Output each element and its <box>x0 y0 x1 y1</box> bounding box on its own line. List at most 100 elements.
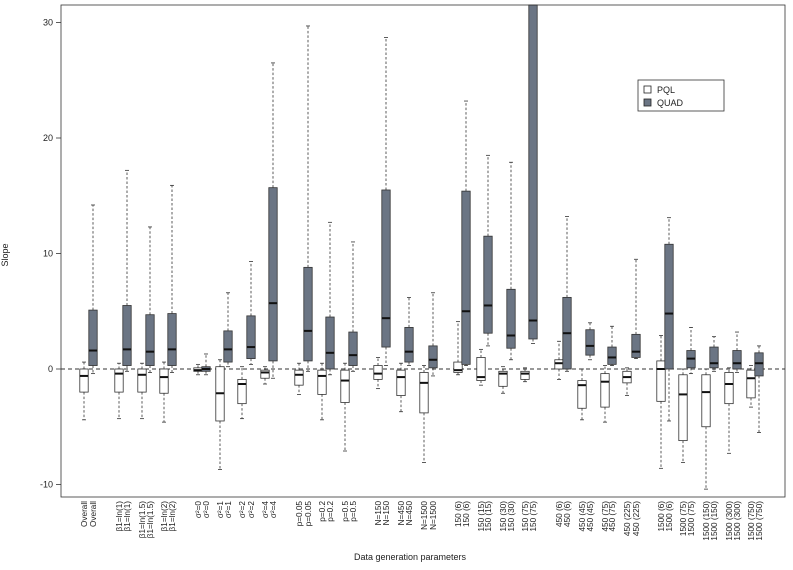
box-pql-14 <box>453 321 463 376</box>
x-tick-label: N=450 <box>405 501 414 526</box>
x-tick-label: 1500 (75) <box>679 501 688 536</box>
box-pql-12 <box>396 362 406 413</box>
iqr-box <box>724 372 734 405</box>
x-tick-label: σ²=1 <box>224 501 233 519</box>
iqr-box <box>476 357 486 381</box>
iqr-box <box>732 350 742 370</box>
box-quad-20 <box>607 325 617 366</box>
box-pql-5 <box>215 359 225 470</box>
iqr-box <box>453 361 463 373</box>
x-tick-label: N=1500 <box>429 501 438 530</box>
iqr-box <box>145 314 155 366</box>
legend: PQL QUAD <box>637 79 725 112</box>
y-tick-label: -10 <box>40 480 53 490</box>
box-pql-10 <box>340 362 350 452</box>
x-tick-label: β1=ln(1.5) <box>146 501 155 539</box>
box-quad-7 <box>268 62 278 379</box>
box-quad-26 <box>754 345 764 433</box>
iqr-box <box>607 346 617 365</box>
x-tick-label: Overall <box>89 501 98 527</box>
y-tick-label: 20 <box>43 133 53 143</box>
y-axis-label: Slope <box>0 243 10 266</box>
x-tick-label: 150 (75) <box>521 501 530 532</box>
x-tick-label: 150 (6) <box>454 501 463 527</box>
iqr-box <box>325 316 335 370</box>
box-quad-2 <box>145 226 155 373</box>
x-tick-label: 1500 (6) <box>665 501 674 532</box>
iqr-box <box>348 331 358 366</box>
legend-label-quad: QUAD <box>657 98 684 108</box>
iqr-box <box>746 369 756 399</box>
box-quad-23 <box>686 327 696 375</box>
box-pql-8 <box>294 362 304 395</box>
box-pql-4 <box>193 363 203 376</box>
iqr-box <box>528 4 538 340</box>
x-tick-label: 1500 (750) <box>755 501 764 541</box>
legend-swatch-pql <box>643 85 652 94</box>
iqr-box <box>577 380 587 409</box>
iqr-box <box>79 368 89 393</box>
x-tick-label: 450 (225) <box>623 501 632 536</box>
box-quad-8 <box>303 25 313 372</box>
x-tick-label: 450 (6) <box>555 501 564 527</box>
box-pql-2 <box>137 362 147 420</box>
box-pql-16 <box>498 366 508 394</box>
x-tick-label: 450 (225) <box>632 501 641 536</box>
box-quad-24 <box>709 336 719 372</box>
box-quad-21 <box>631 258 641 360</box>
iqr-box <box>340 369 350 403</box>
x-tick-label: N=1500 <box>420 501 429 530</box>
box-quad-18 <box>562 216 572 372</box>
x-tick-label: σ²=1 <box>216 501 225 519</box>
iqr-box <box>520 370 530 380</box>
iqr-box <box>754 352 764 377</box>
iqr-box <box>260 369 270 379</box>
x-tick-label: 1500 (750) <box>747 501 756 541</box>
x-tick-label: 450 (6) <box>563 501 572 527</box>
x-tick-label: 450 (45) <box>578 501 587 532</box>
iqr-box <box>554 359 564 370</box>
iqr-box <box>600 373 610 408</box>
x-tick-label: σ²=2 <box>238 501 247 519</box>
iqr-box <box>137 368 147 393</box>
box-quad-6 <box>246 261 256 365</box>
iqr-box <box>373 365 383 380</box>
box-quad-10 <box>348 241 358 372</box>
box-pql-0 <box>79 361 89 421</box>
box-quad-3 <box>167 184 177 373</box>
box-pql-24 <box>701 368 711 490</box>
box-pql-17 <box>520 367 530 383</box>
box-pql-21 <box>622 367 632 396</box>
x-tick-label: p=0.05 <box>295 501 304 527</box>
x-tick-label: β1=ln(1) <box>115 501 124 532</box>
x-tick-label: β1=ln(2) <box>168 501 177 532</box>
x-tick-label: σ²=0 <box>202 501 211 519</box>
x-tick-label: 150 (15) <box>484 501 493 532</box>
iqr-box <box>159 368 169 394</box>
x-tick-label: 450 (75) <box>601 501 610 532</box>
iqr-box <box>428 345 438 369</box>
x-tick-label: σ²=4 <box>269 501 278 519</box>
y-tick-label: 30 <box>43 18 53 28</box>
box-quad-13 <box>428 292 438 377</box>
box-pql-19 <box>577 368 587 421</box>
box-pql-23 <box>678 368 688 463</box>
box-quad-12 <box>404 296 414 366</box>
iqr-box <box>631 333 641 358</box>
box-pql-15 <box>476 348 486 386</box>
x-tick-label: 1500 (300) <box>733 501 742 541</box>
iqr-box <box>246 315 256 360</box>
box-pql-6 <box>237 366 247 420</box>
box-pql-9 <box>317 362 327 421</box>
x-tick-label: 150 (6) <box>462 501 471 527</box>
box-quad-0 <box>88 204 98 375</box>
y-tick-label: 0 <box>48 364 53 374</box>
x-tick-label: p=0.2 <box>318 501 327 522</box>
x-tick-label: σ²=2 <box>247 501 256 519</box>
x-tick-label: β1=ln(1) <box>123 501 132 532</box>
iqr-box <box>483 235 493 334</box>
x-tick-label: p=0.05 <box>304 501 313 527</box>
iqr-box <box>498 370 508 387</box>
iqr-box <box>303 266 313 362</box>
x-tick-label: 1500 (150) <box>702 501 711 541</box>
